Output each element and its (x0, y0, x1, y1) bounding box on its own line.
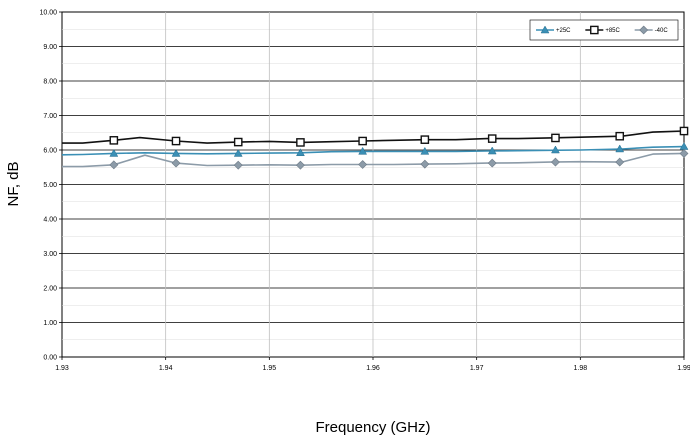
series-marker (171, 158, 181, 168)
series-marker (296, 160, 305, 170)
legend-label: +85C (605, 28, 620, 34)
y-tick-label: 10.00 (39, 10, 57, 17)
x-axis-title: Frequency (GHz) (315, 419, 430, 436)
data-series (61, 126, 689, 170)
series-marker (551, 145, 560, 154)
legend: +25C +85C -40C (529, 19, 679, 41)
legend-label: +25C (556, 28, 571, 34)
legend-item: +85C (585, 25, 621, 35)
series-1 (61, 142, 689, 157)
y-tick-label: 6.00 (43, 148, 57, 155)
y-tick-label: 9.00 (43, 44, 57, 51)
y-tick-label: 5.00 (43, 182, 57, 189)
series-marker (679, 126, 689, 136)
x-tick-label: 1.99 (677, 365, 690, 372)
series-marker (679, 149, 689, 158)
tick-labels: 0.00 1.00 2.00 3.00 4.00 5.00 6.00 7.00 8.00 9.00… (39, 10, 690, 373)
series-marker (487, 134, 497, 143)
series-marker (296, 148, 305, 157)
y-tick-label: 1.00 (43, 320, 57, 327)
series-marker (109, 148, 119, 157)
x-tick-label: 1.95 (263, 365, 277, 372)
series-marker (615, 144, 625, 153)
legend-marker (590, 25, 599, 35)
series-marker (487, 158, 497, 168)
series-marker (420, 146, 430, 155)
legend-marker (540, 25, 550, 34)
series-marker (420, 135, 430, 144)
legend-marker (639, 25, 649, 35)
series-marker (233, 148, 243, 157)
series-marker (358, 146, 368, 155)
series-marker (233, 160, 243, 170)
x-tick-label: 1.96 (366, 365, 380, 372)
x-tick-label: 1.97 (470, 365, 484, 372)
x-tick-label: 1.94 (159, 365, 173, 372)
series-marker (171, 136, 181, 146)
y-tick-label: 0.00 (43, 355, 57, 362)
legend-item: +25C (536, 25, 571, 34)
grid-lines (59, 11, 685, 360)
series-marker (171, 148, 181, 157)
series-marker (109, 160, 119, 170)
series-marker (420, 159, 430, 169)
legend-box (529, 19, 679, 41)
series-marker (358, 136, 367, 146)
x-tick-label: 1.93 (55, 365, 69, 372)
legend-item: -40C (634, 25, 669, 35)
series-marker (615, 157, 625, 167)
y-tick-label: 8.00 (43, 79, 57, 86)
series-marker (109, 136, 119, 145)
series-marker (296, 138, 305, 147)
series-marker (487, 146, 497, 155)
y-tick-label: 4.00 (43, 217, 57, 224)
y-axis-title: NF, dB (5, 161, 22, 206)
series-2 (62, 126, 689, 147)
series-3 (62, 149, 689, 170)
series-marker (551, 157, 560, 167)
legend-label: -40C (655, 28, 669, 34)
y-tick-label: 3.00 (43, 251, 57, 258)
series-marker (233, 137, 243, 147)
y-tick-label: 2.00 (43, 286, 57, 293)
x-tick-label: 1.98 (574, 365, 588, 372)
y-tick-label: 7.00 (43, 113, 57, 120)
series-marker (551, 133, 560, 143)
series-marker (615, 131, 625, 141)
series-marker (358, 160, 368, 169)
